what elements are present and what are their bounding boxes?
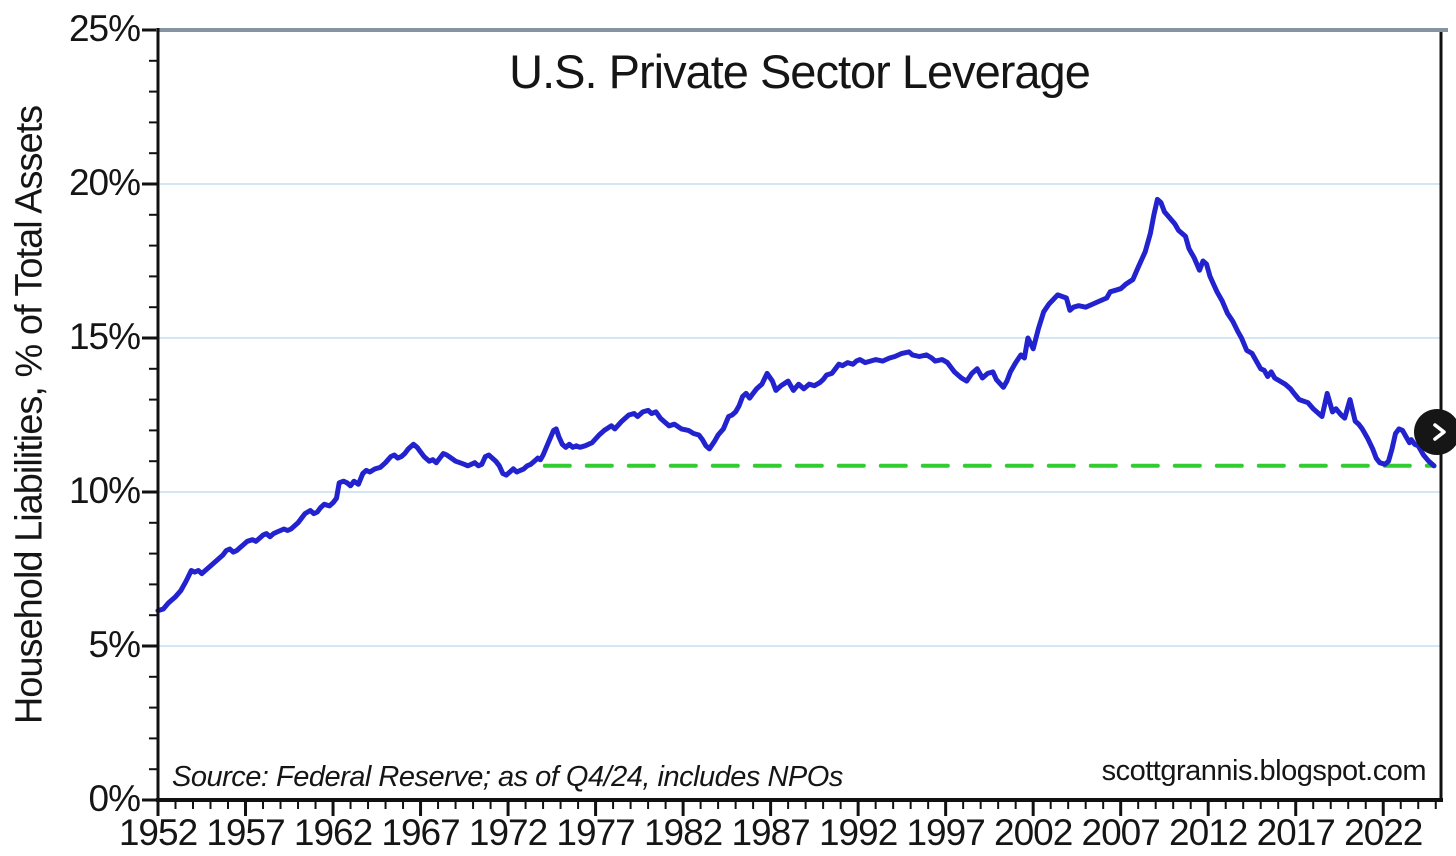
source-note: Source: Federal Reserve; as of Q4/24, in… [172, 761, 843, 793]
y-tick-label: 5% [88, 624, 141, 666]
household-liabilities-line [155, 196, 1437, 614]
x-tick-label: 2017 [1256, 812, 1336, 853]
chart-title: U.S. Private Sector Leverage [509, 45, 1091, 98]
x-tick-label: 1967 [381, 812, 460, 853]
x-tick-label: 1952 [118, 812, 198, 853]
y-tick-label: 25% [68, 8, 141, 50]
y-tick-label: 15% [68, 316, 141, 358]
x-tick-label: 1997 [906, 812, 985, 853]
x-tick-label: 2012 [1169, 812, 1248, 853]
watermark: scottgrannis.blogspot.com [1101, 755, 1427, 787]
x-tick-label: 1972 [468, 812, 548, 853]
x-tick-label: 1977 [556, 812, 635, 853]
x-tick-label: 2007 [1081, 812, 1161, 853]
y-tick-label: 0% [88, 778, 141, 820]
chevron-right-icon [1433, 423, 1446, 441]
y-tick-label: 20% [68, 162, 141, 204]
x-tick-label: 2002 [994, 812, 1073, 853]
x-tick-label: 1957 [206, 812, 285, 853]
x-tick-label: 1982 [643, 812, 723, 853]
y-tick-label: 10% [68, 470, 141, 512]
x-tick-label: 1992 [818, 812, 898, 853]
x-tick-label: 1987 [731, 812, 810, 853]
next-button[interactable] [1414, 409, 1456, 455]
x-tick-label: 2022 [1344, 812, 1423, 853]
x-tick-label: 1962 [293, 812, 373, 853]
